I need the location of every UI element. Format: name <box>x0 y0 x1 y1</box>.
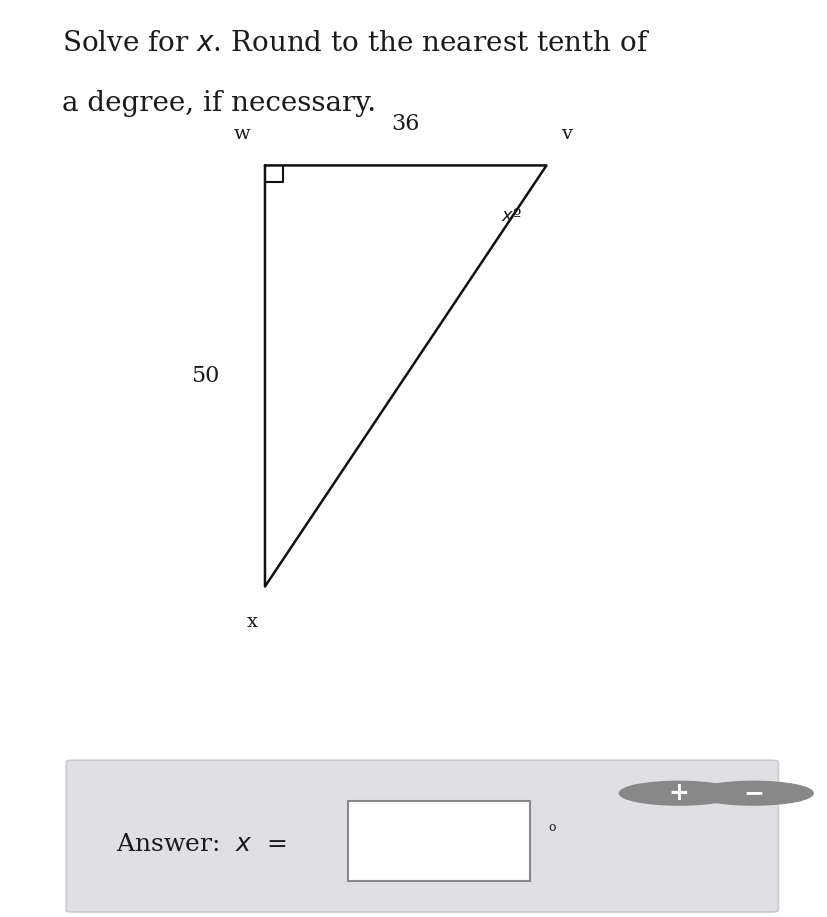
FancyBboxPatch shape <box>66 760 777 912</box>
Circle shape <box>693 781 812 805</box>
Circle shape <box>619 781 738 805</box>
Text: w: w <box>233 125 250 143</box>
Text: −: − <box>742 781 763 805</box>
Text: Answer:  $x$  =: Answer: $x$ = <box>116 833 286 856</box>
Text: Solve for $x$. Round to the nearest tenth of: Solve for $x$. Round to the nearest tent… <box>62 30 649 57</box>
Text: +: + <box>667 781 689 805</box>
Text: o: o <box>547 822 555 834</box>
Text: v: v <box>561 125 571 143</box>
FancyBboxPatch shape <box>347 801 529 880</box>
Text: 36: 36 <box>391 114 419 136</box>
Text: a degree, if necessary.: a degree, if necessary. <box>62 90 375 117</box>
Text: $x$º: $x$º <box>500 206 521 225</box>
Text: x: x <box>246 613 258 631</box>
Text: 50: 50 <box>191 365 219 387</box>
